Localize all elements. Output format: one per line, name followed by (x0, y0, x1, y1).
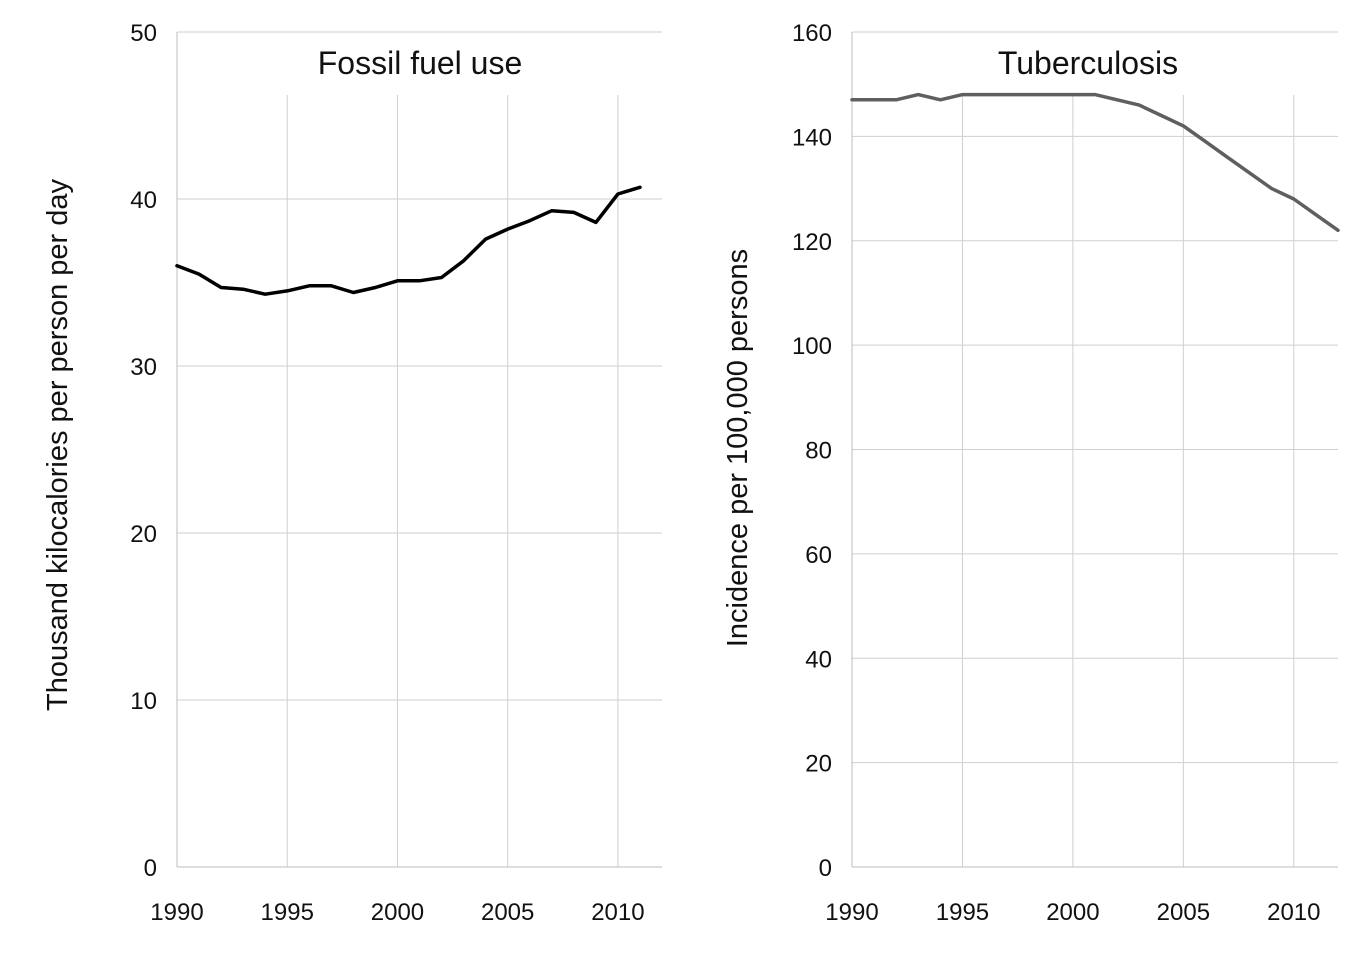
x-tick-label: 2005 (481, 899, 534, 926)
y-tick-label: 160 (792, 20, 832, 47)
y-tick-label: 80 (805, 438, 832, 465)
x-tick-label: 2005 (1157, 899, 1210, 926)
chart-2: 0 20 40 60 80 100 120 140 160 1990 1995 2000 2005 201… (722, 20, 1340, 926)
x-tick-label: 2010 (1267, 899, 1320, 926)
chart-1: 0 10 20 30 40 50 1990 1995 2000 2005 2010 Fossil fu… (42, 20, 662, 926)
chart-title: Tuberculosis (998, 45, 1178, 81)
x-tick-label: 2010 (591, 899, 644, 926)
x-tick-label: 1990 (150, 899, 203, 926)
y-tick-label: 40 (805, 646, 832, 673)
series-line (175, 185, 642, 296)
y-axis-label: Thousand kilocalories per person per day (42, 179, 74, 711)
y-tick-label: 140 (792, 124, 832, 151)
y-tick-label: 0 (144, 855, 157, 882)
y-tick-label: 60 (805, 542, 832, 569)
y-tick-label: 20 (805, 751, 832, 778)
chart-title: Fossil fuel use (318, 45, 523, 81)
y-tick-label: 0 (819, 855, 832, 882)
y-tick-label: 120 (792, 229, 832, 256)
y-tick-label: 100 (792, 333, 832, 360)
series-line (850, 92, 1340, 233)
y-tick-label: 50 (130, 20, 157, 47)
x-tick-label: 1995 (261, 899, 314, 926)
y-tick-label: 40 (130, 187, 157, 214)
x-tick-label: 2000 (371, 899, 424, 926)
y-tick-label: 20 (130, 521, 157, 548)
x-tick-label: 2000 (1046, 899, 1099, 926)
x-tick-label: 1995 (936, 899, 989, 926)
y-axis-label: Incidence per 100,000 persons (722, 249, 754, 647)
y-tick-label: 30 (130, 354, 157, 381)
x-tick-label: 1990 (825, 899, 878, 926)
y-tick-label: 10 (130, 688, 157, 715)
